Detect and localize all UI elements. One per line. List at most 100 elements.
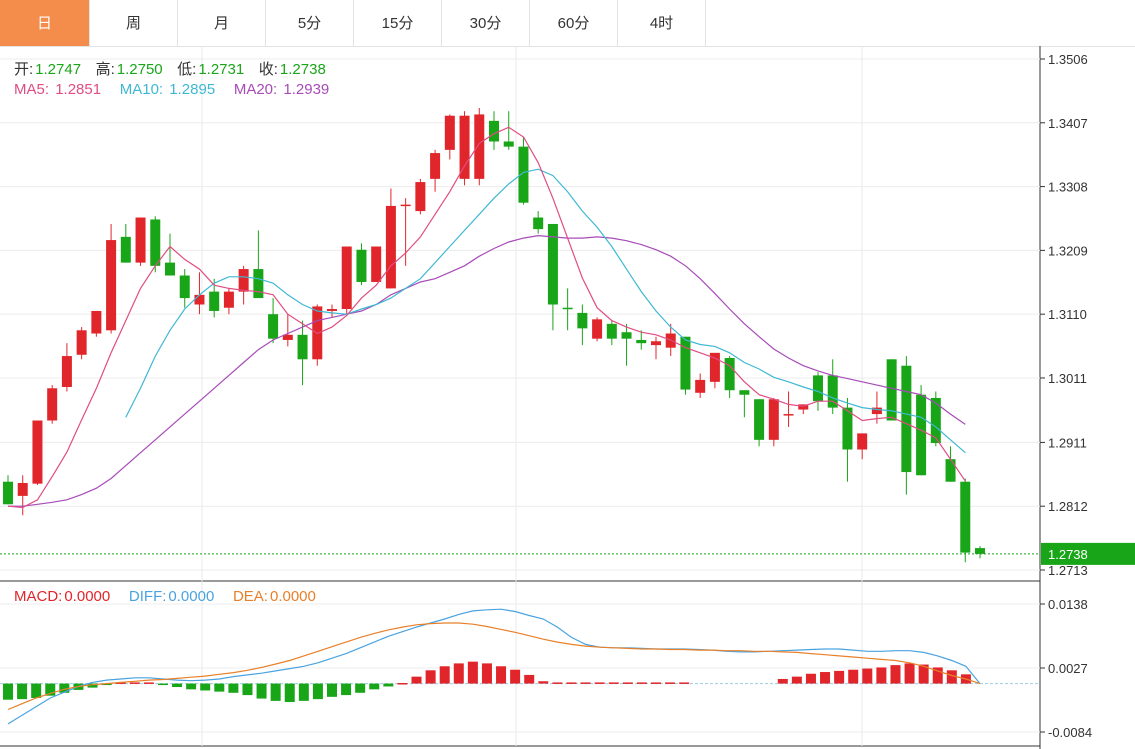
candle-body xyxy=(415,182,426,212)
macd-bar xyxy=(453,663,464,684)
candle-body xyxy=(282,334,293,340)
macd-bar xyxy=(481,663,492,684)
candle-body xyxy=(489,120,499,142)
price-tick-label: 1.3407 xyxy=(1048,116,1088,131)
macd-label: MACD: xyxy=(14,588,63,605)
macd-bar xyxy=(3,683,13,700)
candle-body xyxy=(253,269,264,299)
diff-line xyxy=(7,608,981,725)
candle-body xyxy=(356,249,367,282)
ma-legend: MA5: 1.2851 MA10: 1.2895 MA20: 1.2939 xyxy=(14,81,331,98)
candle-body xyxy=(297,334,308,360)
timeframe-tabs: 日周月 5分 15分 30分 60分 4时 xyxy=(0,0,1135,47)
macd-bar xyxy=(228,683,239,693)
candle-body xyxy=(739,390,750,395)
ma20-label: MA20: xyxy=(233,81,278,98)
price-tick-label: 1.3209 xyxy=(1048,243,1088,258)
candle-body xyxy=(724,357,735,391)
macd-bar xyxy=(538,681,549,684)
macd-bar xyxy=(284,683,295,703)
candle-body xyxy=(327,309,337,311)
low-value: 1.2731 xyxy=(198,61,245,78)
ma10-label: MA10: xyxy=(119,81,164,98)
macd-tick-label: -0.0084 xyxy=(1048,725,1092,740)
ohlc-legend: 开: 1.2747 高: 1.2750 低: 1.2731 收: 1.2738 xyxy=(14,58,328,79)
candle-body xyxy=(17,483,28,496)
macd-bar xyxy=(524,674,535,684)
macd-bar xyxy=(918,664,929,684)
candle-body xyxy=(592,319,603,339)
tab-3[interactable]: 5分 xyxy=(266,0,354,46)
macd-bar xyxy=(17,683,28,700)
ma5-value: 1.2851 xyxy=(55,81,102,98)
candle-body xyxy=(886,359,897,421)
macd-bar xyxy=(355,683,366,693)
high-value: 1.2750 xyxy=(116,61,163,78)
candle-body xyxy=(960,481,971,553)
macd-bar xyxy=(510,669,521,684)
candle-body xyxy=(503,141,514,147)
close-value: 1.2738 xyxy=(279,61,326,78)
candle-body xyxy=(194,294,205,305)
last-price-badge xyxy=(1041,542,1135,565)
macd-bar xyxy=(552,682,563,684)
candle-body xyxy=(857,433,868,450)
candle-body xyxy=(135,217,146,263)
candle-body xyxy=(901,365,912,473)
macd-bar xyxy=(946,670,957,684)
candle-body xyxy=(268,314,279,339)
macd-bar xyxy=(890,665,901,684)
candle-body xyxy=(474,114,485,179)
high-label: 高: xyxy=(95,61,115,78)
dea-label: DEA: xyxy=(232,588,268,605)
price-tick-label: 1.2713 xyxy=(1048,563,1088,578)
candle-body xyxy=(827,375,838,408)
macd-bar xyxy=(186,683,197,690)
macd-bar xyxy=(312,683,323,700)
dea-line xyxy=(7,622,981,711)
diff-label: DIFF: xyxy=(128,588,167,605)
candle-body xyxy=(680,336,691,390)
tab-2[interactable]: 月 xyxy=(178,0,266,46)
candle-body xyxy=(47,388,58,421)
tab-7[interactable]: 4时 xyxy=(618,0,706,46)
macd-bar xyxy=(566,682,577,684)
price-tick-label: 1.3506 xyxy=(1048,52,1088,67)
tab-1[interactable]: 周 xyxy=(90,0,178,46)
candle-body xyxy=(32,420,43,484)
candle-body xyxy=(459,115,470,179)
macd-bar xyxy=(777,678,788,684)
macd-bar xyxy=(820,672,831,684)
macd-bar xyxy=(636,682,647,684)
tab-6[interactable]: 60分 xyxy=(530,0,618,46)
macd-bar xyxy=(397,682,408,685)
candle-body xyxy=(150,219,161,266)
tab-4[interactable]: 15分 xyxy=(354,0,442,46)
macd-bar xyxy=(665,682,676,684)
candle-body xyxy=(91,310,102,334)
macd-bar xyxy=(594,682,605,684)
macd-bar xyxy=(904,663,915,684)
macd-bar xyxy=(580,682,591,684)
tab-5[interactable]: 30分 xyxy=(442,0,530,46)
last-price-label: 1.2738 xyxy=(1048,547,1088,562)
macd-tick-label: 0.0027 xyxy=(1048,661,1088,676)
macd-bar xyxy=(242,683,253,696)
macd-bar xyxy=(87,683,98,688)
macd-bar xyxy=(425,670,436,684)
candle-body xyxy=(768,399,779,440)
macd-bar xyxy=(791,676,802,684)
macd-bar xyxy=(45,683,56,696)
candle-body xyxy=(179,275,190,299)
tab-0[interactable]: 日 xyxy=(0,0,90,46)
candle-body xyxy=(842,407,853,450)
candle-body xyxy=(238,269,249,292)
macd-bar xyxy=(834,670,845,684)
candle-body xyxy=(783,414,794,416)
candle-body xyxy=(975,548,985,554)
candle-body xyxy=(651,341,661,346)
candle-body xyxy=(754,399,765,440)
ma10-line xyxy=(125,168,966,454)
macd-value: 0.0000 xyxy=(64,588,111,605)
